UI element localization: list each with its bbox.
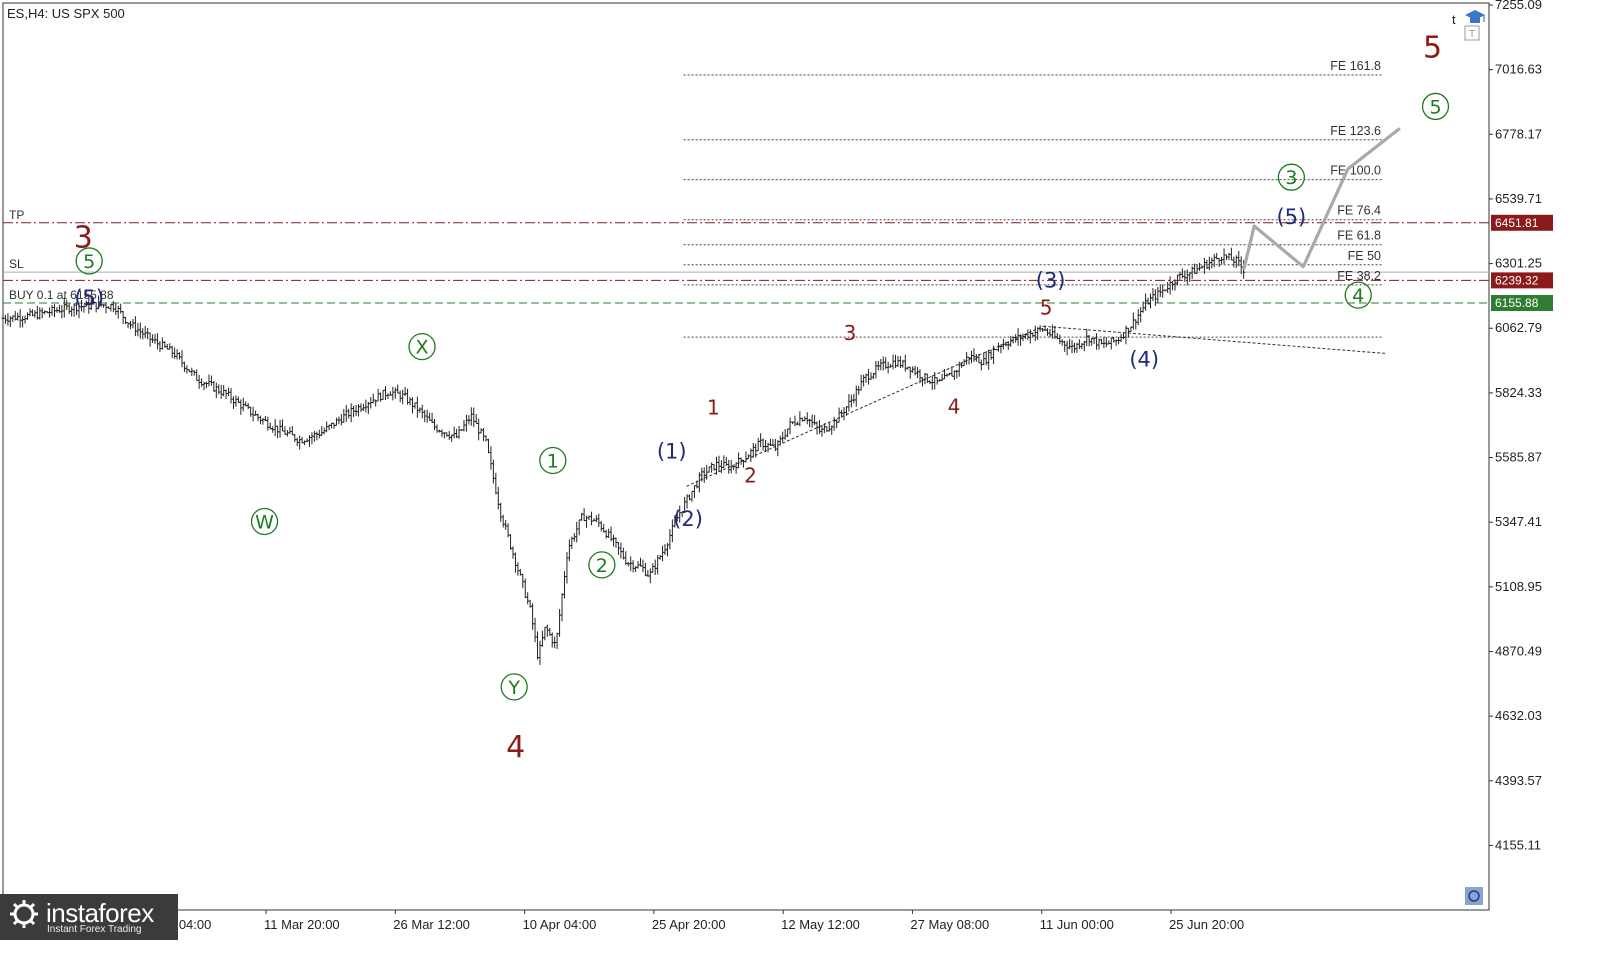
fe-label: FE 76.4	[1337, 204, 1381, 218]
y-tick-label: 5108.95	[1495, 579, 1542, 594]
wave-label-circle	[1421, 92, 1450, 121]
wave-label-circle	[500, 673, 528, 701]
graduation-cap-icon[interactable]	[1465, 10, 1485, 23]
fe-label: FE 50	[1348, 249, 1381, 263]
wave-label: 3	[844, 321, 857, 345]
fe-label: FE 61.8	[1337, 229, 1381, 243]
wave-label: 2	[744, 463, 757, 487]
text-tool-icon[interactable]: T	[1464, 25, 1480, 41]
fe-label: FE 38.2	[1337, 269, 1381, 283]
wave-label: (4)	[1129, 347, 1159, 371]
level-label: TP	[9, 208, 24, 222]
y-tick-label: 6539.71	[1495, 191, 1542, 206]
chart-title: ES,H4: US SPX 500	[7, 6, 125, 21]
brand-name: instaforex	[46, 898, 154, 928]
brand-tagline: Instant Forex Trading	[47, 924, 142, 935]
wave-label: W	[255, 511, 274, 533]
wave-label: 2	[596, 555, 608, 577]
level-label: SL	[9, 257, 24, 271]
fe-label: FE 100.0	[1330, 164, 1381, 178]
projection-path	[1242, 127, 1401, 270]
level-label: BUY 0.1 at 6155.88	[9, 288, 114, 302]
price-box	[1491, 214, 1553, 231]
scroll-end-icon[interactable]	[1465, 887, 1483, 905]
wave-label: 5	[1040, 295, 1053, 319]
wave-label: 4	[506, 730, 525, 765]
fe-label: FE 161.8	[1330, 59, 1381, 73]
wave-label: 3	[74, 220, 93, 255]
x-tick-label: 27 May 08:00	[910, 917, 989, 932]
wave-label: 4	[948, 394, 961, 418]
wave-label: 5	[1423, 31, 1442, 66]
x-tick-label: 26 Mar 12:00	[393, 917, 470, 932]
wave-label: (1)	[657, 439, 687, 463]
price-box-label: 6451.81	[1495, 216, 1539, 230]
price-boxes: 6451.81 6239.32 6155.88	[1491, 214, 1553, 312]
wave-label: 1	[547, 450, 559, 472]
wave-label: X	[416, 337, 429, 359]
price-axis: 7255.09 7016.63 6778.17 6539.71 6301.25 6062.…	[1489, 0, 1542, 852]
x-tick-label: 11 Mar 20:00	[264, 917, 340, 932]
wave-label-circle	[539, 446, 567, 475]
wave-label-circle	[1344, 281, 1372, 309]
y-tick-label: 4155.11	[1495, 837, 1541, 852]
wave-label: 5	[83, 251, 95, 273]
y-tick-label: 5347.41	[1495, 514, 1542, 529]
fibonacci-extension-levels: FE 161.8 FE 123.6 FE 100.0 FE 76.4 FE 61.8 FE…	[683, 59, 1383, 338]
wave-label: (3)	[1036, 269, 1066, 293]
y-tick-label: 6778.17	[1495, 126, 1542, 141]
price-box-label: 6155.88	[1495, 296, 1539, 310]
wave-label-circle	[250, 507, 279, 536]
horizontal-levels: TP SL BUY 0.1 at 6155.88	[3, 208, 1489, 304]
wave-label: 5	[1429, 96, 1441, 118]
price-box-label: 6239.32	[1495, 273, 1539, 287]
wave-label: (5)	[1276, 205, 1306, 229]
wave-label: Y	[507, 677, 520, 699]
x-tick-label: 12 May 12:00	[781, 917, 860, 932]
x-tick-label: 11 Jun 00:00	[1040, 917, 1114, 932]
y-tick-label: 7016.63	[1495, 62, 1542, 77]
x-tick-label: 25 Jun 20:00	[1169, 917, 1244, 932]
y-tick-label: 7255.09	[1495, 0, 1542, 12]
wave-label: 4	[1352, 285, 1364, 307]
wave-label: 1	[707, 396, 720, 420]
wave-label: (2)	[673, 507, 703, 531]
y-tick-label: 5824.33	[1495, 385, 1542, 400]
svg-text:T: T	[1469, 29, 1475, 40]
price-box	[1491, 272, 1553, 289]
wave-label: 3	[1285, 167, 1297, 189]
y-tick-label: 5585.87	[1495, 450, 1542, 465]
y-tick-label: 4393.57	[1495, 773, 1542, 788]
wave-label-circle	[1277, 163, 1306, 191]
wave-label-circle	[408, 332, 436, 361]
fe-label: FE 123.6	[1330, 124, 1381, 138]
wave-label-circle	[75, 247, 103, 275]
topright-marker: t	[1452, 12, 1456, 27]
y-tick-label: 6301.25	[1495, 256, 1542, 271]
x-tick-label: 25 Apr 20:00	[652, 917, 726, 932]
trendline	[1043, 325, 1386, 354]
wave-label-circle	[588, 551, 616, 579]
y-tick-label: 6062.79	[1495, 320, 1542, 335]
projection-line	[1242, 127, 1401, 270]
brand-logo	[0, 894, 178, 940]
plot-frame	[2, 2, 1490, 911]
gear-icon	[10, 900, 38, 928]
y-tick-label: 4632.03	[1495, 708, 1542, 723]
y-tick-label: 4870.49	[1495, 643, 1542, 658]
price-bars	[1, 247, 1246, 665]
wave-label: (5)	[74, 286, 104, 310]
price-box	[1491, 295, 1553, 312]
x-tick-label: 10 Apr 04:00	[523, 917, 597, 932]
